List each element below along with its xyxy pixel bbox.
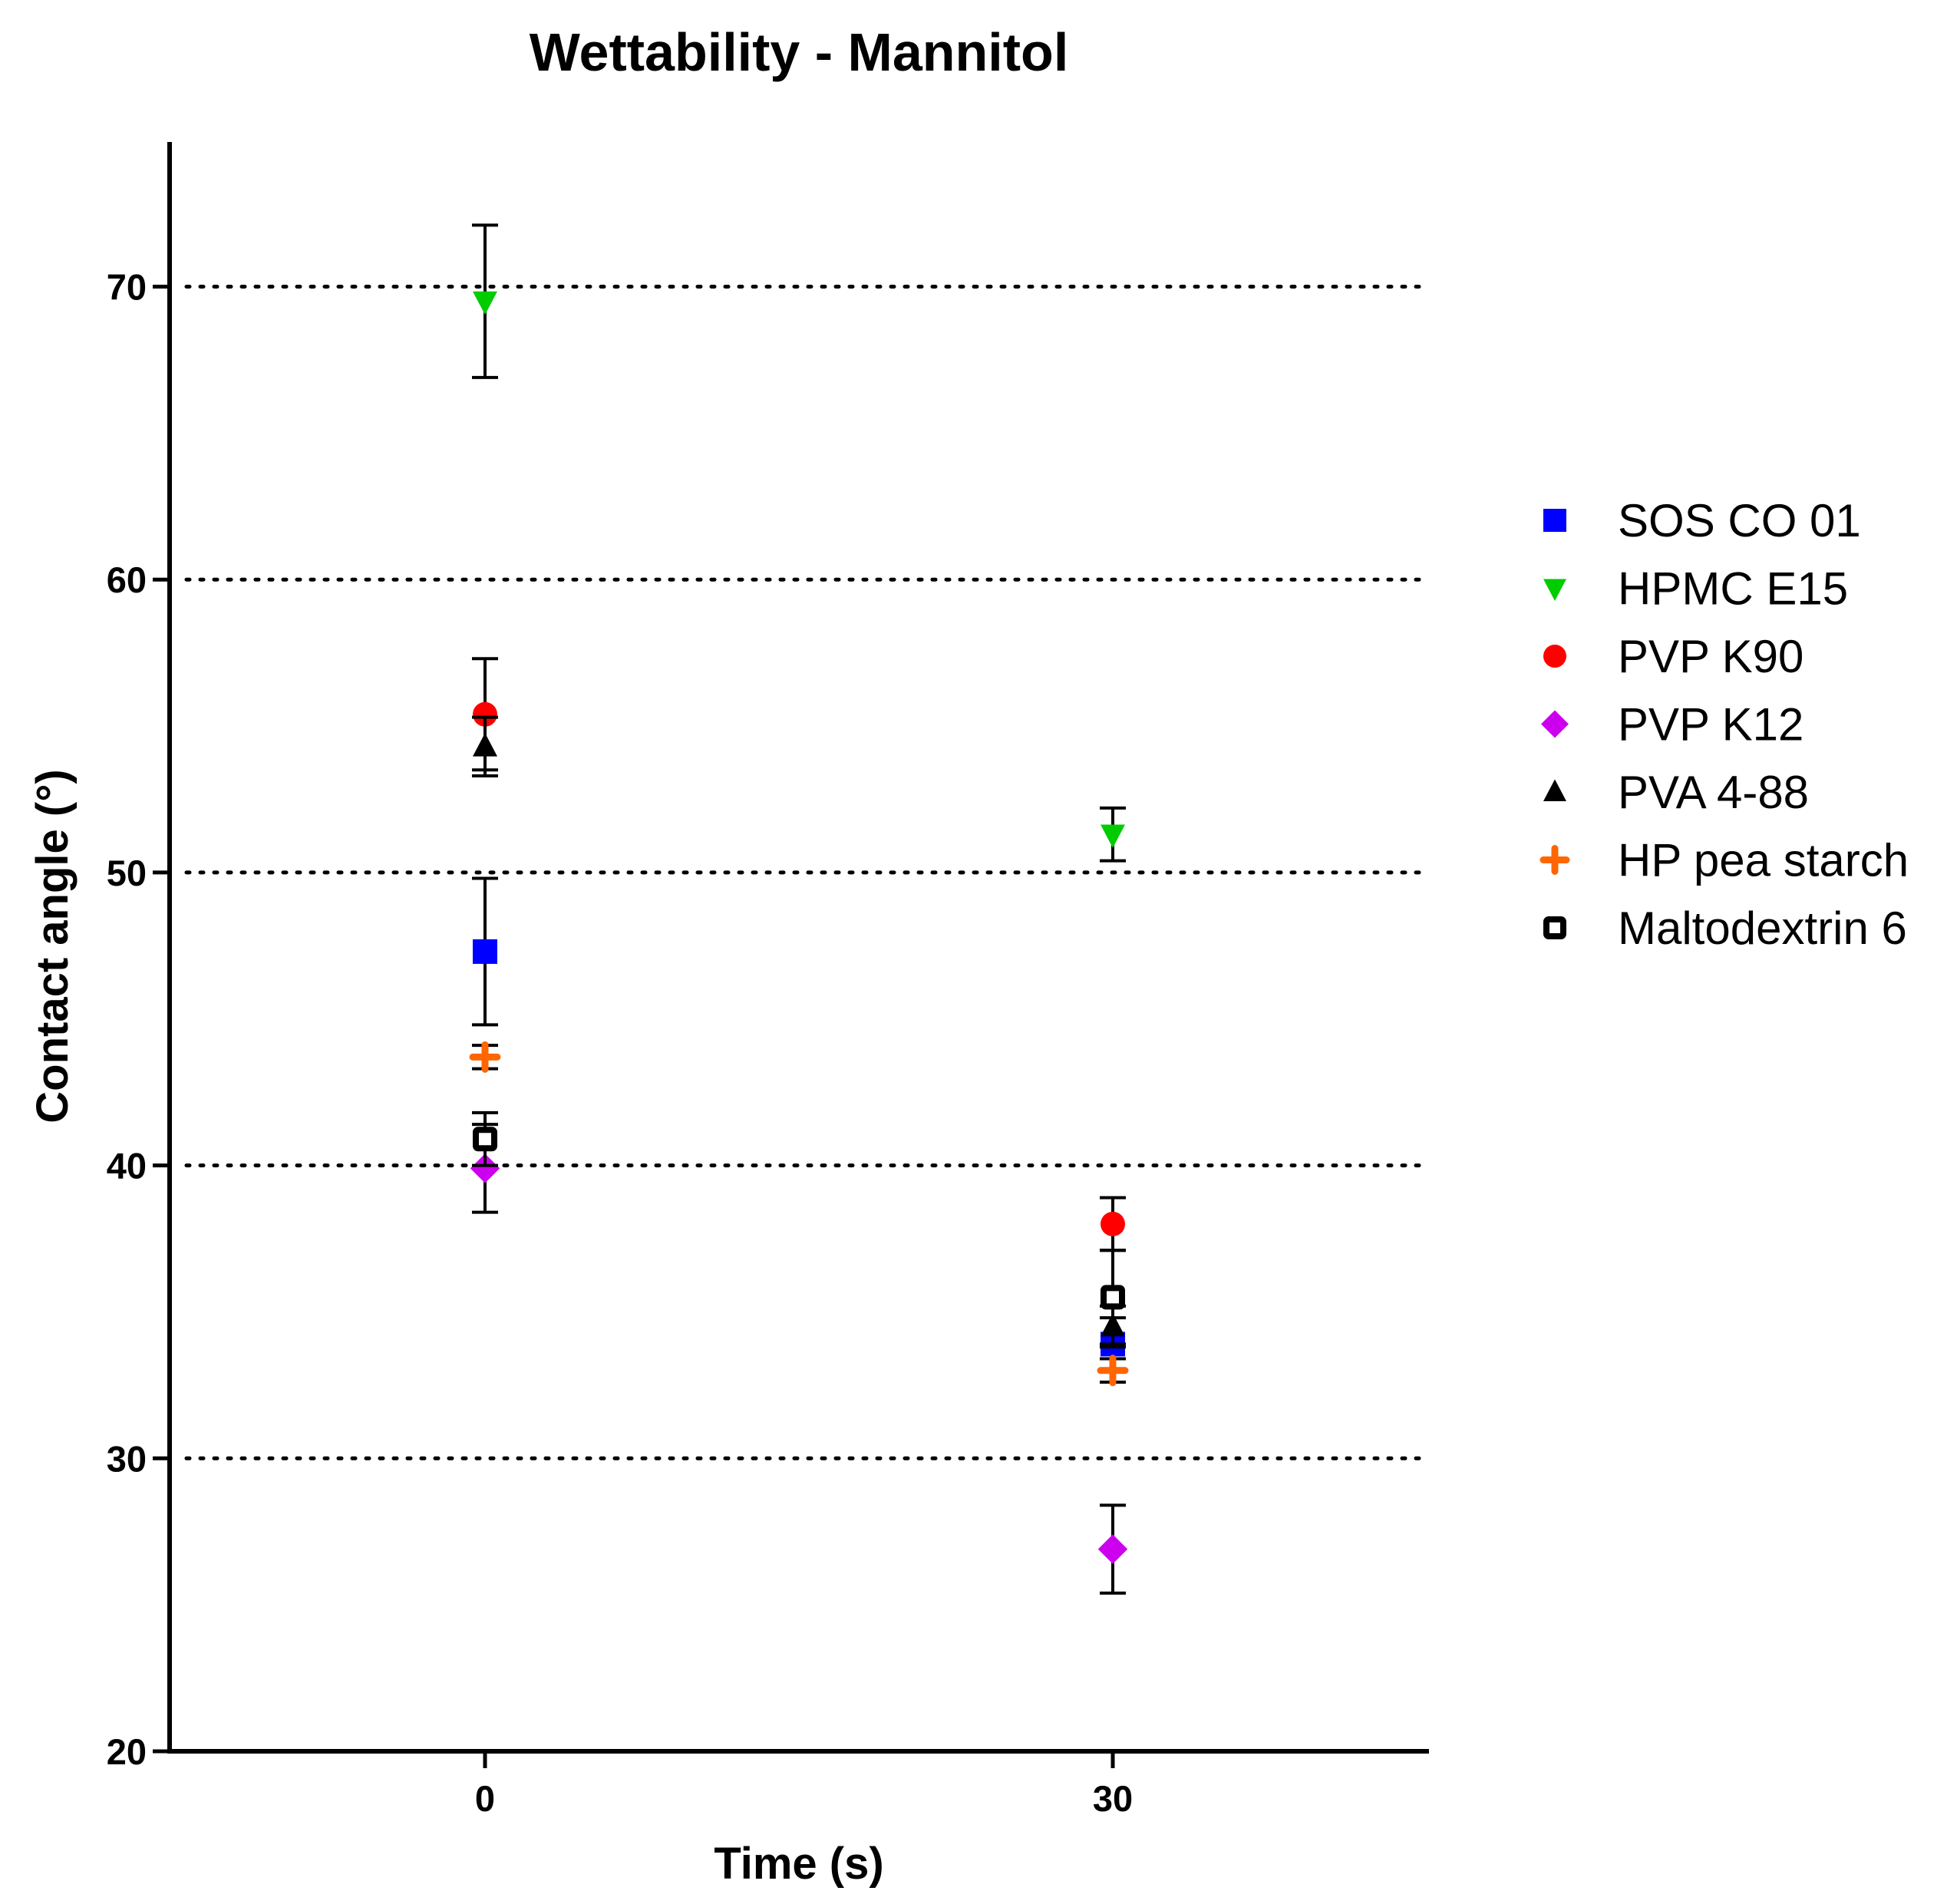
gridlines bbox=[184, 285, 1431, 1460]
legend-item: PVP K12 bbox=[1541, 699, 1803, 751]
legend-label: SOS CO 01 bbox=[1618, 495, 1861, 546]
legend-item: SOS CO 01 bbox=[1543, 495, 1861, 546]
legend-label: HPMC E15 bbox=[1618, 563, 1848, 615]
legend-marker bbox=[1543, 779, 1566, 801]
legend-marker bbox=[1543, 509, 1566, 532]
x-tick-label: 0 bbox=[475, 1778, 495, 1819]
x-tick-label: 30 bbox=[1093, 1778, 1133, 1819]
data-point bbox=[470, 1153, 500, 1183]
legend: SOS CO 01 HPMC E15 PVP K90 PVP K12 PVA 4-88 H… bbox=[1539, 495, 1909, 954]
y-tick-label: 70 bbox=[107, 267, 147, 308]
series-pvp-k12 bbox=[470, 1123, 1128, 1595]
data-point bbox=[1101, 1211, 1125, 1236]
data-point bbox=[473, 701, 497, 727]
x-axis-ticks: 0 30 bbox=[475, 1751, 1133, 1819]
series-hp-pea-starch bbox=[469, 1041, 1129, 1387]
legend-label: PVP K90 bbox=[1618, 631, 1803, 682]
legend-item: PVP K90 bbox=[1543, 631, 1803, 682]
legend-label: Maltodextrin 6 bbox=[1618, 903, 1907, 954]
x-axis-label: Time (s) bbox=[714, 1839, 883, 1889]
series-pvp-k90 bbox=[472, 657, 1126, 1252]
data-point bbox=[473, 1127, 497, 1152]
series-maltodextrin-6 bbox=[472, 1110, 1126, 1346]
legend-label: PVA 4-88 bbox=[1618, 767, 1809, 818]
data-point bbox=[473, 291, 497, 315]
y-tick-label: 50 bbox=[107, 853, 147, 893]
series-hpmc-e15 bbox=[472, 223, 1126, 863]
legend-marker bbox=[1543, 916, 1566, 939]
legend-item: PVA 4-88 bbox=[1543, 767, 1809, 818]
data-point bbox=[1097, 1355, 1129, 1387]
legend-marker bbox=[1543, 579, 1566, 601]
data-series bbox=[469, 223, 1129, 1595]
data-point bbox=[1097, 1534, 1128, 1564]
legend-label: HP pea starch bbox=[1618, 835, 1909, 886]
y-tick-label: 30 bbox=[107, 1438, 147, 1479]
y-tick-label: 20 bbox=[107, 1731, 147, 1772]
y-axis-ticks: 20 30 40 50 60 70 bbox=[107, 267, 170, 1772]
legend-item: Maltodextrin 6 bbox=[1543, 903, 1907, 954]
legend-item: HPMC E15 bbox=[1543, 563, 1848, 615]
data-point bbox=[1101, 824, 1125, 848]
data-point bbox=[1101, 1285, 1125, 1310]
series-pva-4-88 bbox=[472, 715, 1126, 1349]
y-axis-label: Contact angle (°) bbox=[28, 769, 78, 1123]
legend-item: HP pea starch bbox=[1539, 835, 1909, 886]
data-point bbox=[473, 733, 497, 757]
legend-marker bbox=[1541, 710, 1569, 738]
data-point bbox=[473, 939, 497, 964]
legend-marker bbox=[1539, 845, 1570, 875]
y-tick-label: 60 bbox=[107, 559, 147, 600]
y-tick-label: 40 bbox=[107, 1146, 147, 1186]
chart-title: Wettability - Mannitol bbox=[530, 22, 1069, 82]
data-point bbox=[469, 1041, 501, 1073]
legend-label: PVP K12 bbox=[1618, 699, 1803, 751]
legend-marker bbox=[1543, 645, 1566, 668]
series-sos-co-01 bbox=[472, 876, 1126, 1372]
